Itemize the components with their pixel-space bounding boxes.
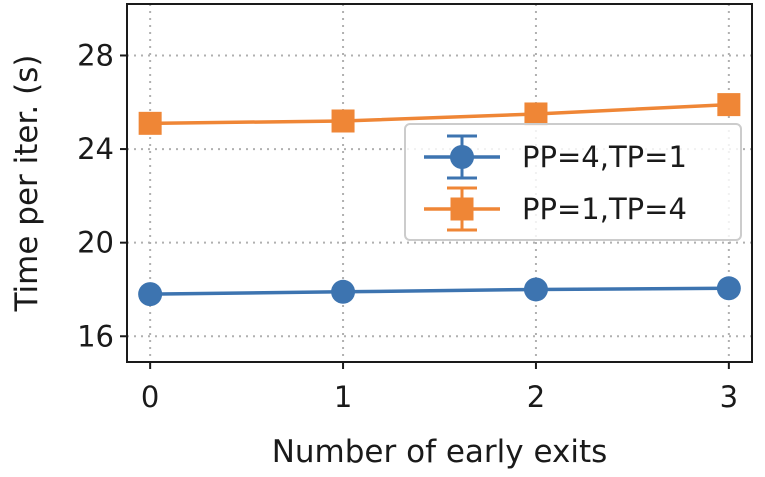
legend-marker [450,145,474,169]
legend-entry: PP=4,TP=1 [424,134,687,180]
data-point-marker [138,111,162,135]
legend-label: PP=1,TP=4 [522,192,687,226]
axis-ticks: 0 1 2 3 16 20 24 28 [77,38,738,414]
series-0 [138,276,741,307]
y-tick-label: 16 [77,319,114,353]
y-tick-label: 20 [77,226,114,260]
x-axis-label: Number of early exits [272,434,608,470]
y-axis-label: Time per iter. (s) [9,55,45,313]
data-point-marker [331,109,355,133]
series-line [150,286,729,296]
data-point-marker [138,282,163,307]
data-point-marker [717,93,741,117]
legend-box [404,123,742,241]
plot-frame [126,3,753,363]
legend-marker [450,197,474,221]
series-layer [138,93,741,307]
y-tick-label: 28 [77,38,114,72]
series-1 [138,93,741,135]
legend-label: PP=4,TP=1 [522,140,687,174]
data-point-marker [331,279,356,304]
data-point-marker [524,102,548,126]
x-tick-label: 3 [720,380,738,414]
y-tick-label: 24 [77,132,114,166]
x-tick-label: 2 [527,380,545,414]
legend: PP=4,TP=1 PP=1,TP=4 [404,123,742,241]
legend-entry: PP=1,TP=4 [424,186,687,232]
x-tick-label: 0 [141,380,159,414]
data-point-marker [523,277,548,302]
x-tick-label: 1 [334,380,352,414]
series-line [150,102,729,126]
data-point-marker [716,276,741,301]
